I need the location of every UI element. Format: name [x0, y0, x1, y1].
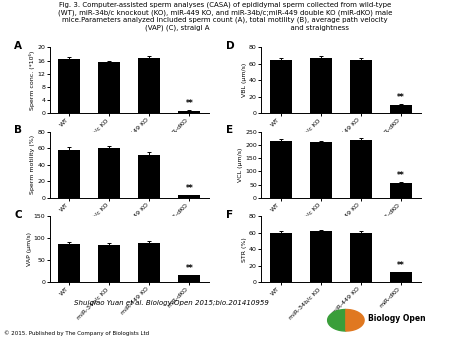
Bar: [390, 105, 412, 113]
Polygon shape: [328, 310, 346, 331]
Bar: [350, 233, 372, 282]
Text: **: **: [185, 184, 193, 193]
Bar: [99, 148, 121, 198]
Text: C: C: [14, 210, 22, 220]
Bar: [58, 59, 81, 113]
Text: Fig. 3. Computer-assisted sperm analyses (CASA) of epididymal sperm collected fr: Fig. 3. Computer-assisted sperm analyses…: [58, 2, 392, 31]
Text: © 2015. Published by The Company of Biologists Ltd: © 2015. Published by The Company of Biol…: [4, 331, 149, 336]
Bar: [138, 243, 160, 282]
Bar: [270, 233, 292, 282]
Polygon shape: [346, 310, 364, 331]
Bar: [138, 155, 160, 198]
Text: D: D: [226, 41, 234, 51]
Bar: [178, 195, 200, 198]
Bar: [58, 244, 81, 282]
Text: F: F: [226, 210, 233, 220]
Text: B: B: [14, 125, 22, 135]
Bar: [390, 272, 412, 282]
Bar: [99, 245, 121, 282]
Bar: [310, 231, 332, 282]
Y-axis label: Sperm conc. (*10⁶): Sperm conc. (*10⁶): [29, 51, 36, 110]
Text: **: **: [185, 99, 193, 108]
Y-axis label: STR (%): STR (%): [242, 237, 247, 262]
Bar: [270, 141, 292, 198]
Text: Shuiqiao Yuan et al. Biology Open 2015;bio.201410959: Shuiqiao Yuan et al. Biology Open 2015;b…: [73, 300, 269, 306]
Bar: [138, 58, 160, 113]
Bar: [350, 60, 372, 113]
Text: **: **: [397, 261, 405, 269]
Bar: [270, 60, 292, 113]
Y-axis label: VAP (μm/s): VAP (μm/s): [27, 232, 32, 266]
Bar: [178, 111, 200, 113]
Bar: [310, 142, 332, 198]
Y-axis label: VBL (μm/s): VBL (μm/s): [242, 63, 247, 97]
Text: **: **: [185, 264, 193, 272]
Text: E: E: [226, 125, 233, 135]
Bar: [390, 183, 412, 198]
Text: **: **: [397, 93, 405, 102]
Bar: [310, 58, 332, 113]
Bar: [178, 275, 200, 282]
Y-axis label: Sperm motility (%): Sperm motility (%): [31, 135, 36, 194]
Bar: [58, 150, 81, 198]
Bar: [350, 140, 372, 198]
Bar: [99, 62, 121, 113]
Text: A: A: [14, 41, 22, 51]
Text: **: **: [397, 171, 405, 180]
Y-axis label: VCL (μm/s): VCL (μm/s): [238, 148, 243, 182]
Text: Biology Open: Biology Open: [368, 314, 425, 323]
